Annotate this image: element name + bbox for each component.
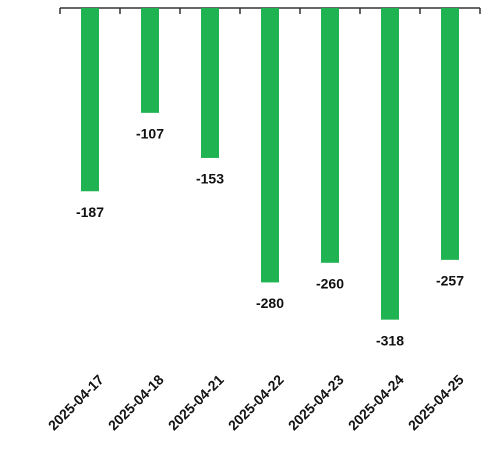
data-label: -318 [376,332,404,348]
x-tick-label: 2025-04-25 [405,371,467,433]
data-label: -153 [196,171,224,187]
x-tick-label: 2025-04-17 [45,371,107,433]
bar [141,8,159,113]
bar [201,8,219,158]
bar [441,8,459,260]
x-tick-label: 2025-04-24 [345,371,407,433]
bar [261,8,279,283]
x-tick-label: 2025-04-22 [225,371,287,433]
x-tick-label: 2025-04-23 [285,371,347,433]
data-label: -257 [436,273,464,289]
bar [381,8,399,320]
x-tick-label: 2025-04-18 [105,371,167,433]
data-label: -107 [136,126,164,142]
bar [321,8,339,263]
data-label: -280 [256,295,284,311]
bar [81,8,99,192]
x-tick-label: 2025-04-21 [165,371,227,433]
data-label: -187 [76,204,104,220]
data-label: -260 [316,276,344,292]
